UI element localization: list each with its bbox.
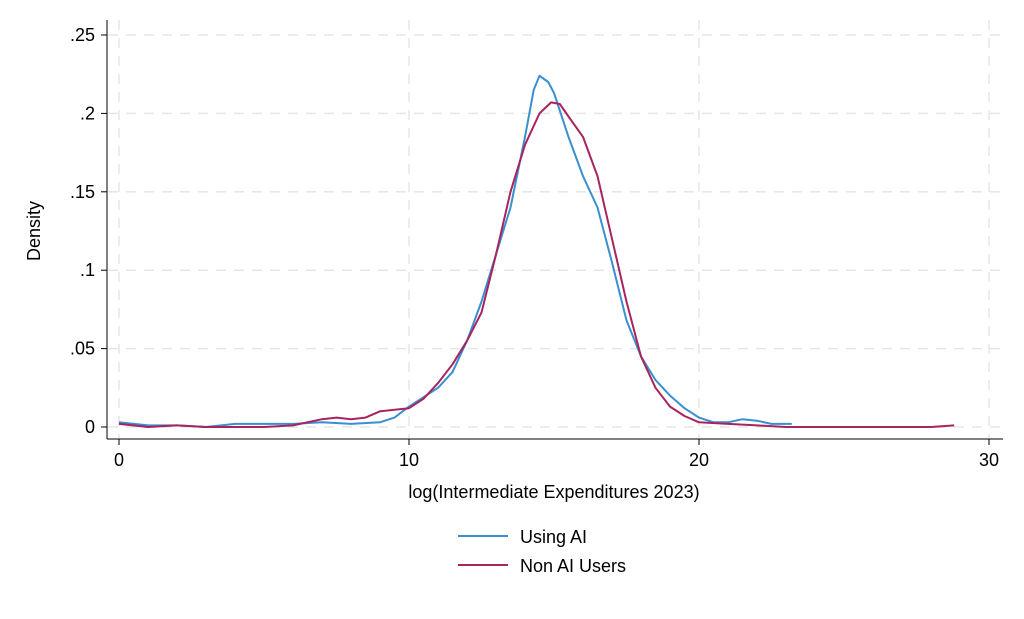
y-axis-label: Density: [24, 201, 44, 261]
legend-label-non-ai-users: Non AI Users: [520, 556, 626, 576]
x-tick-label: 20: [689, 450, 709, 470]
series-line-non-ai-users: [118, 101, 955, 428]
series-line-using-ai: [118, 74, 792, 428]
legend-label-using-ai: Using AI: [520, 527, 587, 547]
y-tick-label: 0: [85, 417, 95, 437]
y-tick-label: .15: [70, 182, 95, 202]
x-tick-label: 30: [979, 450, 999, 470]
legend: Using AI Non AI Users: [458, 527, 626, 576]
y-tick-label: .2: [80, 103, 95, 123]
y-tick-label: .05: [70, 339, 95, 359]
x-tick-label: 0: [114, 450, 124, 470]
x-axis-label: log(Intermediate Expenditures 2023): [408, 482, 699, 502]
y-tick-label: .1: [80, 260, 95, 280]
y-tick-label: .25: [70, 25, 95, 45]
x-tick-label: 10: [399, 450, 419, 470]
